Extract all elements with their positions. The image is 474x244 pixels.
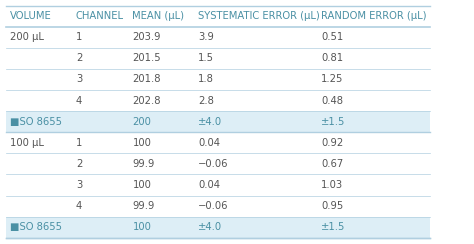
- FancyBboxPatch shape: [6, 153, 430, 174]
- FancyBboxPatch shape: [6, 27, 430, 48]
- Text: 200: 200: [132, 117, 151, 127]
- Text: 0.04: 0.04: [198, 180, 220, 190]
- Text: 99.9: 99.9: [132, 159, 155, 169]
- Text: 2: 2: [76, 159, 82, 169]
- Text: 100: 100: [132, 138, 151, 148]
- Text: 100 μL: 100 μL: [10, 138, 44, 148]
- Text: 3.9: 3.9: [198, 32, 214, 42]
- FancyBboxPatch shape: [6, 90, 430, 111]
- Text: 1.25: 1.25: [321, 74, 343, 84]
- Text: 1: 1: [76, 138, 82, 148]
- Text: 0.67: 0.67: [321, 159, 343, 169]
- Text: RANDOM ERROR (μL): RANDOM ERROR (μL): [321, 11, 427, 21]
- Text: 1.5: 1.5: [198, 53, 214, 63]
- Text: CHANNEL: CHANNEL: [76, 11, 124, 21]
- Text: 100: 100: [132, 180, 151, 190]
- Text: ±1.5: ±1.5: [321, 117, 345, 127]
- Text: SYSTEMATIC ERROR (μL): SYSTEMATIC ERROR (μL): [198, 11, 320, 21]
- Text: ■SO 8655: ■SO 8655: [10, 117, 62, 127]
- Text: 1: 1: [76, 32, 82, 42]
- Text: 3: 3: [76, 74, 82, 84]
- FancyBboxPatch shape: [6, 111, 430, 132]
- Text: 99.9: 99.9: [132, 201, 155, 211]
- Text: 3: 3: [76, 180, 82, 190]
- Text: 0.48: 0.48: [321, 96, 343, 106]
- Text: VOLUME: VOLUME: [10, 11, 52, 21]
- FancyBboxPatch shape: [6, 132, 430, 153]
- FancyBboxPatch shape: [6, 69, 430, 90]
- Text: 4: 4: [76, 201, 82, 211]
- Text: 200 μL: 200 μL: [10, 32, 44, 42]
- Text: 1.8: 1.8: [198, 74, 214, 84]
- Text: −0.06: −0.06: [198, 201, 229, 211]
- Text: ±1.5: ±1.5: [321, 222, 345, 232]
- Text: 100: 100: [132, 222, 151, 232]
- Text: 0.92: 0.92: [321, 138, 343, 148]
- Text: 4: 4: [76, 96, 82, 106]
- Text: 0.04: 0.04: [198, 138, 220, 148]
- FancyBboxPatch shape: [6, 217, 430, 238]
- Text: ±4.0: ±4.0: [198, 222, 222, 232]
- Text: 202.8: 202.8: [132, 96, 161, 106]
- Text: 201.5: 201.5: [132, 53, 161, 63]
- Text: 0.51: 0.51: [321, 32, 343, 42]
- Text: 0.95: 0.95: [321, 201, 343, 211]
- Text: 2.8: 2.8: [198, 96, 214, 106]
- FancyBboxPatch shape: [6, 196, 430, 217]
- Text: MEAN (μL): MEAN (μL): [132, 11, 184, 21]
- FancyBboxPatch shape: [6, 48, 430, 69]
- Text: 1.03: 1.03: [321, 180, 343, 190]
- Text: 2: 2: [76, 53, 82, 63]
- Text: ■SO 8655: ■SO 8655: [10, 222, 62, 232]
- Text: −0.06: −0.06: [198, 159, 229, 169]
- FancyBboxPatch shape: [6, 174, 430, 196]
- Text: 203.9: 203.9: [132, 32, 161, 42]
- Text: 0.81: 0.81: [321, 53, 343, 63]
- Text: 201.8: 201.8: [132, 74, 161, 84]
- Text: ±4.0: ±4.0: [198, 117, 222, 127]
